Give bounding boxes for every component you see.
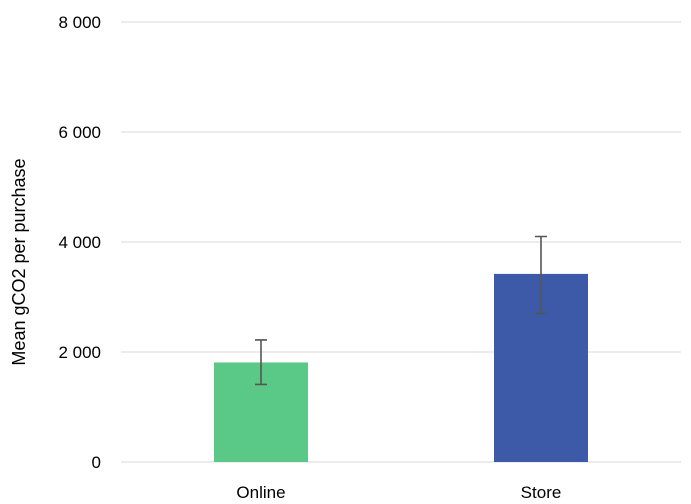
- gridlines: [121, 21, 681, 463]
- category-label-store: Store: [521, 483, 562, 502]
- y-tick-label: 6 000: [58, 123, 101, 142]
- category-label-online: Online: [236, 483, 285, 502]
- y-tick-label: 0: [92, 453, 101, 472]
- error-bars: [255, 235, 547, 386]
- x-category-labels: Online Store: [236, 483, 561, 502]
- error-bar-online: [255, 339, 267, 386]
- y-tick-label: 8 000: [58, 13, 101, 32]
- y-axis-title: Mean gCO2 per purchase: [9, 158, 29, 365]
- y-tick-label: 2 000: [58, 343, 101, 362]
- bars: [214, 273, 588, 462]
- y-tick-labels: 0 2 000 4 000 6 000 8 000: [58, 13, 101, 472]
- error-bar-store: [535, 235, 547, 315]
- y-tick-label: 4 000: [58, 233, 101, 252]
